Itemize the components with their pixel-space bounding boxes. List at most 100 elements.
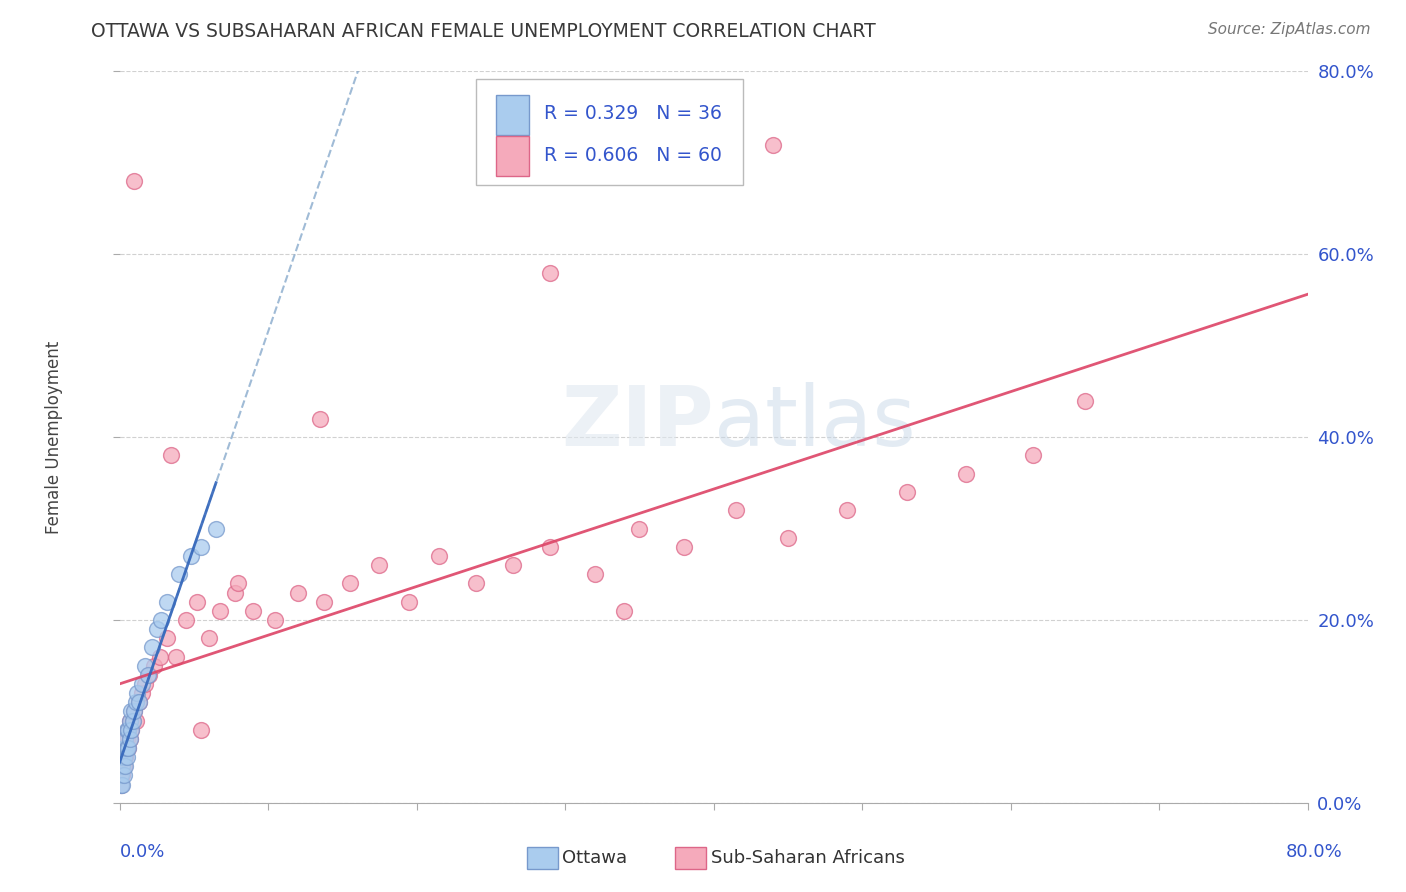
Point xyxy=(112,768,135,782)
Point xyxy=(464,576,488,591)
Point xyxy=(141,640,163,655)
Point xyxy=(1074,393,1097,408)
Point xyxy=(115,723,138,737)
Point xyxy=(111,759,134,773)
Point xyxy=(314,594,336,608)
Point xyxy=(117,723,139,737)
Point xyxy=(398,594,420,608)
Point xyxy=(136,667,159,681)
Point xyxy=(115,740,138,755)
Point xyxy=(111,768,134,782)
Point xyxy=(138,667,160,681)
Point xyxy=(142,658,165,673)
Point xyxy=(114,740,136,755)
Point xyxy=(131,677,153,691)
Point xyxy=(120,723,142,737)
Point xyxy=(149,649,172,664)
Point xyxy=(118,714,141,728)
Text: ZIP: ZIP xyxy=(561,382,714,463)
Point xyxy=(309,412,332,426)
Point xyxy=(613,604,636,618)
Point xyxy=(111,750,134,764)
Point xyxy=(118,714,141,728)
Point xyxy=(242,604,264,618)
Point xyxy=(156,632,179,646)
Text: OTTAWA VS SUBSAHARAN AFRICAN FEMALE UNEMPLOYMENT CORRELATION CHART: OTTAWA VS SUBSAHARAN AFRICAN FEMALE UNEM… xyxy=(91,22,876,41)
Point xyxy=(112,750,135,764)
Point xyxy=(120,705,142,719)
Point xyxy=(122,714,145,728)
Point xyxy=(114,750,136,764)
Point xyxy=(156,594,179,608)
Point xyxy=(111,778,134,792)
Point xyxy=(724,503,747,517)
Point xyxy=(128,695,150,709)
Point xyxy=(368,558,391,573)
Text: atlas: atlas xyxy=(714,382,915,463)
Point xyxy=(224,585,246,599)
Point xyxy=(150,613,173,627)
Point xyxy=(190,723,212,737)
Point xyxy=(127,686,149,700)
Bar xyxy=(496,136,530,176)
Text: Female Unemployment: Female Unemployment xyxy=(45,341,63,533)
Point xyxy=(339,576,361,591)
Point xyxy=(117,723,139,737)
Point xyxy=(115,731,138,746)
Point xyxy=(180,549,202,563)
Point xyxy=(427,549,450,563)
Point xyxy=(134,677,156,691)
Point xyxy=(128,695,150,709)
Point xyxy=(112,759,135,773)
Point xyxy=(896,485,918,500)
Bar xyxy=(496,95,530,135)
Text: Ottawa: Ottawa xyxy=(562,849,627,867)
Text: R = 0.606   N = 60: R = 0.606 N = 60 xyxy=(544,146,721,165)
Point xyxy=(110,768,132,782)
Point xyxy=(264,613,287,627)
Point xyxy=(110,778,132,792)
FancyBboxPatch shape xyxy=(475,78,744,185)
Point xyxy=(672,540,695,554)
Point xyxy=(115,750,138,764)
Point xyxy=(145,622,167,636)
Point xyxy=(190,540,212,554)
Point xyxy=(165,649,187,664)
Point xyxy=(134,658,156,673)
Point xyxy=(176,613,198,627)
Point xyxy=(197,632,219,646)
Point xyxy=(122,714,145,728)
Point xyxy=(124,705,146,719)
Point xyxy=(628,521,651,535)
Point xyxy=(114,759,136,773)
Point xyxy=(502,558,524,573)
Point xyxy=(110,778,132,792)
Point xyxy=(110,768,132,782)
Point xyxy=(167,567,190,582)
Point xyxy=(112,740,135,755)
Point xyxy=(538,266,561,280)
Point xyxy=(112,740,135,755)
Point xyxy=(837,503,859,517)
Text: R = 0.329   N = 36: R = 0.329 N = 36 xyxy=(544,104,721,123)
Point xyxy=(131,686,153,700)
Point xyxy=(114,731,136,746)
Point xyxy=(228,576,250,591)
Point xyxy=(583,567,606,582)
Point xyxy=(111,750,134,764)
Point xyxy=(205,521,228,535)
Point xyxy=(287,585,309,599)
Point xyxy=(776,531,799,545)
Point xyxy=(118,731,141,746)
Point xyxy=(124,174,146,188)
Point xyxy=(120,723,142,737)
Point xyxy=(1022,448,1045,462)
Point xyxy=(209,604,232,618)
Point xyxy=(117,740,139,755)
Point xyxy=(125,714,148,728)
Point xyxy=(118,731,141,746)
Point xyxy=(186,594,208,608)
Text: Source: ZipAtlas.com: Source: ZipAtlas.com xyxy=(1208,22,1371,37)
Point xyxy=(114,740,136,755)
Point xyxy=(115,740,138,755)
